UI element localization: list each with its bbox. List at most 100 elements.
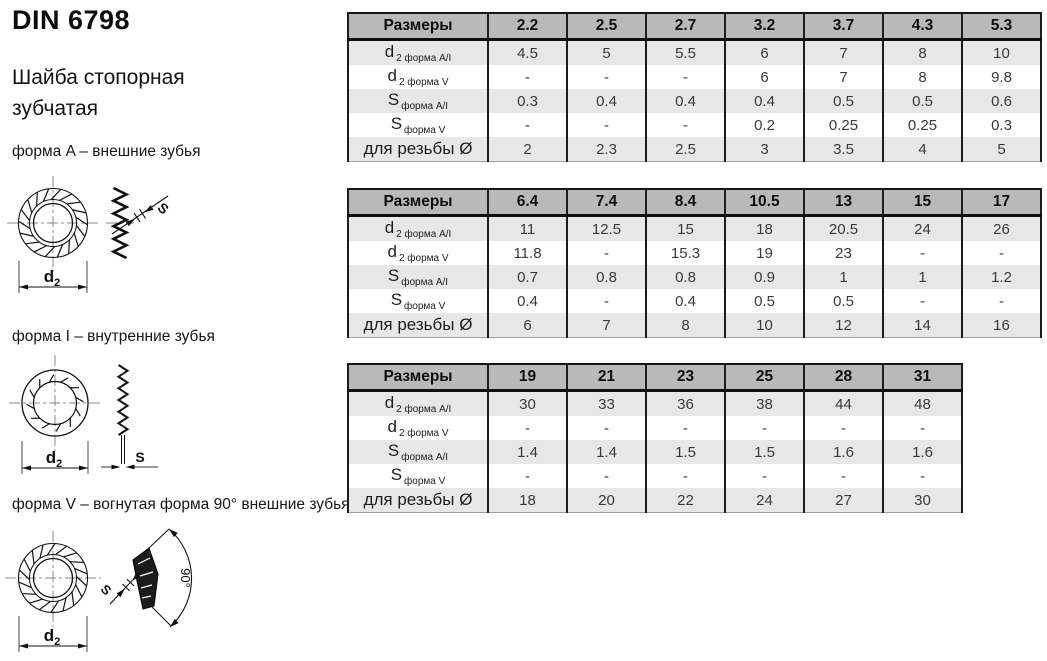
table-cell: -: [566, 241, 646, 265]
row-label: d 2 форма A/I: [347, 390, 488, 416]
table-cell: 8: [645, 313, 725, 338]
table-cell: 0.4: [724, 89, 804, 113]
table-cell: 30: [882, 488, 963, 513]
table-cell: 0.7: [487, 265, 567, 289]
column-header: 5.3: [961, 13, 1042, 41]
column-header: 15: [882, 189, 962, 217]
table-cell: 4.5: [487, 39, 567, 65]
table-cell: 1: [882, 265, 962, 289]
column-header: 28: [803, 364, 883, 392]
table-cell: 0.2: [724, 113, 804, 137]
row-label: d 2 форма A/I: [347, 39, 488, 65]
table-cell: -: [645, 65, 725, 89]
table-cell: -: [566, 113, 646, 137]
table-cell: -: [882, 241, 962, 265]
table-cell: 38: [724, 390, 804, 416]
table-cell: -: [487, 464, 567, 488]
table-cell: 8: [882, 39, 962, 65]
column-header: 2.5: [566, 13, 646, 41]
angle-90-label: 90°: [178, 568, 193, 588]
table-cell: 0.8: [566, 265, 646, 289]
table-cell: 33: [566, 390, 646, 416]
table-cell: 5.5: [645, 39, 725, 65]
form-v-drawing: d2 90° S: [5, 528, 193, 652]
table-header-label: Размеры: [347, 364, 488, 392]
table-cell: 0.25: [882, 113, 962, 137]
table-row: d 2 форма A/I 30 33 36 38 44 48: [347, 390, 963, 416]
table-cell: 0.25: [803, 113, 883, 137]
table-cell: 0.6: [961, 89, 1042, 113]
table-cell: 0.4: [645, 289, 725, 313]
table-cell: 2.5: [645, 137, 725, 162]
table-header-row: Размеры 6.4 7.4 8.4 10.5 13 15 17: [347, 189, 1042, 217]
table-cell: 1.5: [645, 440, 725, 464]
table-cell: 3: [724, 137, 804, 162]
table-row: S форма V 0.4-0.4 0.5 0.5- -: [347, 289, 1042, 313]
table-cell: 20: [566, 488, 646, 513]
column-header: 31: [882, 364, 963, 392]
internal-teeth: [26, 374, 84, 432]
row-label: S форма V: [347, 289, 488, 313]
form-i-side-view: S: [101, 364, 158, 470]
table-row: d 2 форма V - - -6 7 8 9.8: [347, 65, 1042, 89]
external-teeth: [18, 543, 88, 613]
column-header: 7.4: [566, 189, 646, 217]
form-v-d2-dimension: d2: [18, 616, 88, 652]
table-cell: 24: [882, 215, 962, 241]
table-cell: 27: [803, 488, 883, 513]
table-cell: 1.6: [803, 440, 883, 464]
table-cell: -: [645, 464, 725, 488]
external-teeth: [18, 188, 88, 258]
table-cell: 1.6: [882, 440, 963, 464]
form-v-label: форма V – вогнутая форма 90° внешние зуб…: [12, 496, 350, 513]
table-cell: 26: [961, 215, 1042, 241]
table-header-row: Размеры 19 21 23 25 28 31: [347, 364, 963, 392]
table-header-label: Размеры: [347, 13, 488, 41]
dimensions-table-3: Размеры 19 21 23 25 28 31 d 2 форма A/I 30 33 36 38…: [347, 363, 963, 513]
row-label: S форма V: [347, 113, 488, 137]
table-cell: 12: [803, 313, 883, 338]
table-cell: 1.2: [961, 265, 1042, 289]
table-cell: 18: [487, 488, 567, 513]
table-cell: 48: [882, 390, 963, 416]
table-cell: -: [961, 289, 1042, 313]
table-row: d 2 форма V 11.8-15.3 19 23- -: [347, 241, 1042, 265]
table-cell: 7: [566, 313, 646, 338]
table-cell: -: [645, 416, 725, 440]
table-cell: 0.5: [803, 289, 883, 313]
column-header: 6.4: [487, 189, 567, 217]
column-header: 19: [487, 364, 567, 392]
table-cell: 6: [724, 39, 804, 65]
row-label: S форма A/I: [347, 265, 488, 289]
table-cell: 3.5: [803, 137, 883, 162]
table-cell: 44: [803, 390, 883, 416]
angle-arc: [168, 528, 193, 628]
form-v-front-view: [5, 531, 101, 627]
row-label: S форма A/I: [347, 440, 488, 464]
table-cell: 14: [882, 313, 962, 338]
table-row: S форма V - - -0.2 0.25 0.25 0.3: [347, 113, 1042, 137]
row-label: для резьбы Ø: [347, 488, 488, 513]
table-row: d 2 форма V------: [347, 416, 963, 440]
cone-washer-section: [132, 547, 159, 610]
table-cell: 0.5: [803, 89, 883, 113]
table-cell: 5: [961, 137, 1042, 162]
table-cell: -: [566, 65, 646, 89]
table-cell: 0.8: [645, 265, 725, 289]
table-cell: 8: [882, 65, 962, 89]
column-header: 25: [724, 364, 804, 392]
table-cell: 7: [803, 65, 883, 89]
column-header: 8.4: [645, 189, 725, 217]
form-a-side-view: S: [106, 186, 172, 260]
table-cell: 4: [882, 137, 962, 162]
column-header: 3.7: [803, 13, 883, 41]
table-row: S форма A/I 1.4 1.4 1.5 1.5 1.6 1.6: [347, 440, 963, 464]
table-cell: -: [724, 464, 804, 488]
form-a-d2-dimension: d2: [18, 261, 88, 293]
table-cell: 22: [645, 488, 725, 513]
column-header: 17: [961, 189, 1042, 217]
row-label: d 2 форма V: [347, 416, 488, 440]
page-subtitle-line1: Шайба стопорная: [12, 66, 185, 89]
table-cell: 5: [566, 39, 646, 65]
table-cell: 36: [645, 390, 725, 416]
